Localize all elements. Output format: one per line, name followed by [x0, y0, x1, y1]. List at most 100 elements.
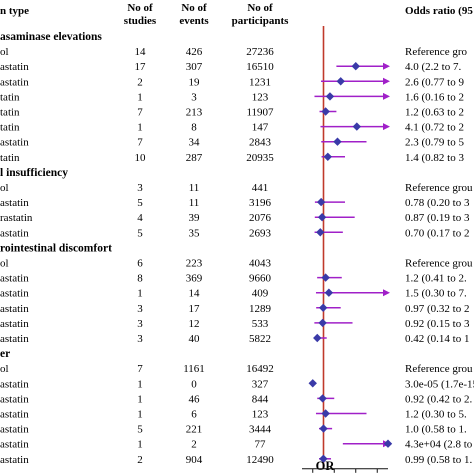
point-estimate-marker — [351, 62, 360, 71]
studies-count: 7 — [137, 137, 143, 149]
point-estimate-marker — [321, 273, 330, 282]
events-count: 213 — [186, 107, 203, 119]
participants-count: 2843 — [249, 137, 272, 149]
studies-count: 7 — [137, 363, 143, 375]
events-count: 223 — [186, 258, 203, 270]
ci-arrow — [383, 289, 390, 297]
header-studies-line2: studies — [124, 15, 157, 27]
studies-count: 3 — [137, 182, 143, 194]
events-count: 8 — [191, 122, 197, 134]
odds-ratio-text: 0.70 (0.17 to 2 — [405, 227, 469, 239]
events-count: 39 — [189, 212, 201, 224]
odds-ratio-text: 4.3e+04 (2.8 to 8.7 — [405, 439, 474, 451]
participants-count: 4043 — [249, 258, 272, 270]
row-label: ol — [0, 46, 9, 58]
events-count: 11 — [189, 182, 200, 194]
row-label: tatin — [0, 122, 20, 134]
studies-count: 10 — [135, 152, 147, 164]
row-label: tatin — [0, 91, 20, 103]
row-label: ol — [0, 363, 9, 375]
studies-count: 1 — [137, 91, 143, 103]
point-estimate-marker — [383, 439, 393, 448]
participants-count: 16510 — [246, 61, 274, 73]
participants-count: 533 — [252, 318, 269, 330]
odds-ratio-text: Reference grou — [405, 182, 473, 194]
row-label: tatin — [0, 152, 20, 164]
odds-ratio-text: 2.3 (0.79 to 5 — [405, 137, 464, 149]
events-count: 0 — [191, 378, 197, 390]
events-count: 17 — [189, 303, 201, 315]
participants-count: 1289 — [249, 303, 272, 315]
participants-count: 2076 — [249, 212, 272, 224]
point-estimate-marker — [318, 318, 327, 328]
ci-arrow — [383, 77, 390, 85]
row-label: astatin — [0, 227, 29, 239]
participants-count: 12490 — [246, 454, 274, 466]
point-estimate-marker — [317, 213, 327, 222]
header-participants-line2: participants — [232, 15, 290, 27]
odds-ratio-text: 1.2 (0.63 to 2 — [405, 107, 464, 119]
row-label: ol — [0, 258, 9, 270]
point-estimate-marker — [336, 77, 345, 86]
studies-count: 2 — [137, 454, 143, 466]
odds-ratio-text: Reference grou — [405, 363, 473, 375]
point-estimate-marker — [319, 424, 328, 433]
point-estimate-marker — [323, 152, 332, 161]
studies-count: 8 — [137, 273, 143, 285]
row-label: astatin — [0, 393, 29, 405]
table-header: n type No of studies No of events No of … — [0, 2, 474, 27]
row-label: astatin — [0, 273, 29, 285]
participants-count: 16492 — [246, 363, 274, 375]
row-label: rastatin — [0, 212, 33, 224]
participants-count: 409 — [252, 288, 269, 300]
ci-arrow — [383, 123, 390, 131]
row-label: astatin — [0, 424, 29, 436]
row-label: astatin — [0, 439, 29, 451]
participants-count: 27236 — [246, 46, 274, 58]
odds-ratio-text: 0.92 (0.15 to 3 — [405, 318, 470, 330]
studies-count: 1 — [137, 393, 143, 405]
x-axis-label: OR — [316, 459, 336, 473]
row-label: ol — [0, 182, 9, 194]
participants-count: 2693 — [249, 227, 272, 239]
studies-count: 1 — [137, 288, 143, 300]
events-count: 369 — [186, 273, 203, 285]
header-participants-line1: No of — [247, 2, 273, 14]
odds-ratio-text: 0.97 (0.32 to 2 — [405, 303, 469, 315]
point-estimate-marker — [324, 288, 334, 297]
header-studies-line1: No of — [127, 2, 153, 14]
events-count: 12 — [189, 318, 200, 330]
header-events-line1: No of — [181, 2, 207, 14]
events-count: 221 — [186, 424, 203, 436]
point-estimate-marker — [321, 409, 330, 418]
odds-ratio-text: 0.87 (0.19 to 3 — [405, 212, 470, 224]
studies-count: 14 — [135, 46, 147, 58]
row-label: astatin — [0, 303, 29, 315]
events-count: 307 — [186, 61, 203, 73]
studies-count: 3 — [137, 303, 143, 315]
row-label: astatin — [0, 333, 29, 345]
ci-arrow — [383, 62, 390, 70]
ci-arrow — [383, 92, 390, 100]
studies-count: 3 — [137, 333, 143, 345]
odds-ratio-text: 1.5 (0.30 to 7. — [405, 288, 467, 300]
point-estimate-marker — [308, 379, 317, 388]
section-title: rointestinal discomfort — [0, 242, 112, 254]
point-estimate-marker — [319, 454, 328, 463]
x-axis: OR 0246 — [302, 459, 388, 473]
odds-ratio-text: 4.0 (2.2 to 7. — [405, 61, 461, 73]
odds-ratio-text: Reference gro — [405, 46, 467, 58]
participants-count: 77 — [255, 439, 267, 451]
point-estimate-marker — [318, 303, 328, 312]
row-label: astatin — [0, 76, 29, 88]
studies-count: 5 — [137, 227, 143, 239]
header-type: n type — [0, 5, 29, 17]
row-label: astatin — [0, 378, 29, 390]
header-events-line2: events — [179, 15, 209, 27]
row-label: astatin — [0, 197, 29, 209]
section-title: er — [0, 348, 10, 360]
participants-count: 1231 — [249, 76, 271, 88]
odds-ratio-text: 0.99 (0.58 to 1. — [405, 454, 472, 466]
odds-ratio-text: 1.0 (0.58 to 1. — [405, 424, 467, 436]
